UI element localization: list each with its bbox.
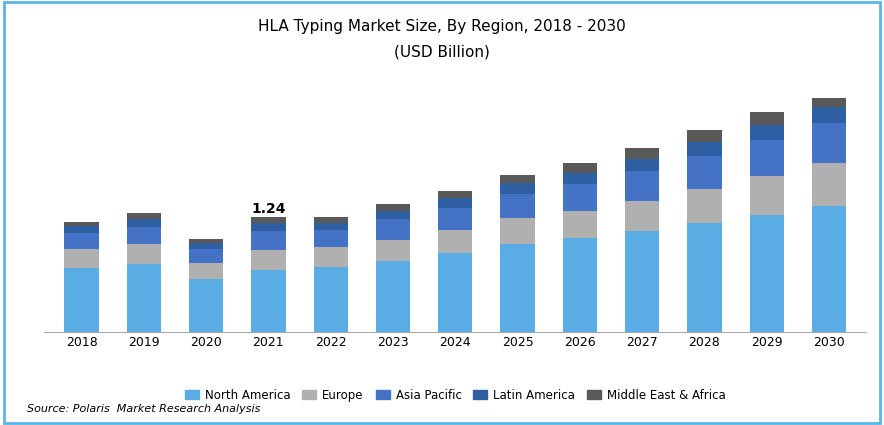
Bar (376, 204, 410, 211)
Bar (687, 142, 721, 156)
Text: Source: Polaris  Market Research Analysis: Source: Polaris Market Research Analysis (27, 404, 260, 414)
Bar (65, 222, 99, 226)
Bar (563, 184, 597, 211)
Bar (750, 176, 784, 215)
Bar (812, 163, 846, 207)
Bar (376, 211, 410, 219)
Legend: North America, Europe, Asia Pacific, Latin America, Middle East & Africa: North America, Europe, Asia Pacific, Lat… (180, 384, 730, 407)
Bar (126, 219, 161, 227)
Bar (251, 217, 286, 223)
Bar (625, 171, 659, 201)
Bar (376, 219, 410, 241)
Text: HLA Typing Market Size, By Region, 2018 - 2030: HLA Typing Market Size, By Region, 2018 … (258, 19, 626, 34)
Bar (189, 249, 224, 263)
Bar (563, 163, 597, 173)
Bar (314, 267, 347, 332)
Bar (750, 215, 784, 332)
Bar (189, 263, 224, 279)
Bar (65, 269, 99, 332)
Bar (687, 156, 721, 189)
Bar (687, 130, 721, 142)
Bar (438, 230, 472, 253)
Bar (687, 189, 721, 223)
Bar (438, 208, 472, 230)
Bar (500, 175, 535, 183)
Bar (625, 231, 659, 332)
Bar (314, 230, 347, 247)
Bar (126, 227, 161, 244)
Bar (438, 191, 472, 198)
Bar (500, 194, 535, 218)
Bar (812, 107, 846, 123)
Bar (251, 223, 286, 231)
Bar (314, 217, 347, 223)
Bar (189, 243, 224, 249)
Bar (65, 233, 99, 249)
Bar (500, 218, 535, 244)
Bar (812, 207, 846, 332)
Bar (500, 183, 535, 194)
Bar (500, 244, 535, 332)
Bar (750, 112, 784, 125)
Bar (376, 241, 410, 261)
Bar (65, 226, 99, 233)
Bar (189, 279, 224, 332)
Bar (625, 201, 659, 231)
Bar (251, 250, 286, 269)
Bar (563, 238, 597, 332)
Bar (189, 239, 224, 243)
Bar (65, 249, 99, 269)
Bar (438, 198, 472, 208)
Bar (126, 244, 161, 264)
Bar (625, 159, 659, 171)
Bar (625, 148, 659, 159)
Bar (126, 264, 161, 332)
Bar (251, 231, 286, 250)
Bar (126, 213, 161, 219)
Bar (812, 93, 846, 107)
Bar (314, 247, 347, 267)
Bar (376, 261, 410, 332)
Bar (314, 223, 347, 230)
Bar (563, 173, 597, 184)
Text: 1.24: 1.24 (251, 202, 286, 216)
Bar (750, 140, 784, 176)
Bar (812, 124, 846, 163)
Bar (687, 223, 721, 332)
Bar (438, 253, 472, 332)
Bar (750, 125, 784, 140)
Text: (USD Billion): (USD Billion) (394, 45, 490, 60)
Bar (251, 269, 286, 332)
Bar (563, 211, 597, 238)
